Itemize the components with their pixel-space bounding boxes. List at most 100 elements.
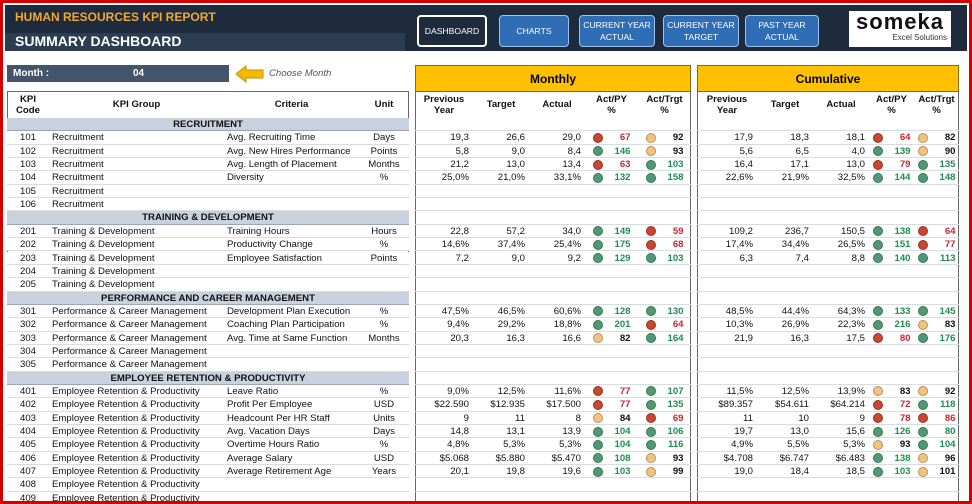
cell-code: 401	[7, 385, 49, 399]
status-dot	[917, 159, 928, 170]
status-dot	[917, 132, 928, 143]
status-cell: 82	[585, 332, 638, 345]
metric-value	[697, 345, 757, 359]
cell-unit: %	[359, 304, 409, 319]
metric-value: 29,2%	[473, 318, 529, 332]
month-value[interactable]: 04	[133, 68, 145, 79]
metric-value: 64,3%	[813, 305, 869, 319]
status-dot	[872, 172, 883, 183]
cell-code: 409	[7, 491, 49, 501]
status-value: 83	[899, 386, 911, 397]
status-cell: 107	[638, 385, 691, 399]
metric-value: 7,2	[415, 252, 473, 265]
status-value: 135	[939, 159, 956, 171]
status-value: 77	[619, 386, 631, 397]
cell-criteria: Development Plan Execution	[224, 304, 359, 319]
nav-button[interactable]: CURRENT YEAR ACTUAL	[579, 15, 655, 47]
status-cell: 146	[585, 145, 638, 159]
status-cell: 149	[585, 225, 638, 239]
cell-unit	[359, 491, 409, 501]
metric-value: $12.935	[473, 398, 529, 412]
cell-code: 404	[7, 425, 49, 439]
nav-button[interactable]: CURRENT YEAR TARGET	[663, 15, 739, 47]
metric-value: 4,8%	[415, 438, 473, 452]
metric-value: $5.880	[473, 452, 529, 466]
status-dot	[645, 132, 656, 143]
cell-code: 105	[7, 184, 49, 199]
status-cell: 164	[638, 332, 691, 345]
metric-value	[415, 478, 473, 492]
nav-button[interactable]: CHARTS	[499, 15, 569, 47]
metric-value: 18,4	[757, 465, 813, 479]
status-cell	[638, 345, 691, 359]
status-cell: 93	[638, 145, 691, 159]
column-header: Actual	[542, 99, 572, 110]
status-cell: 101	[914, 465, 959, 479]
status-value: 104	[614, 426, 631, 438]
cell-unit: USD	[359, 398, 409, 412]
status-dot	[645, 252, 656, 263]
cell-code: 106	[7, 198, 49, 212]
metric-value: 6,5	[757, 145, 813, 159]
status-value: 107	[667, 386, 684, 397]
metric-value	[697, 492, 757, 501]
metric-value	[813, 345, 869, 359]
metric-value: 20,3	[415, 332, 473, 345]
cell-criteria: Avg. Length of Placement	[224, 158, 359, 172]
status-cell	[869, 492, 914, 501]
status-dot	[645, 172, 656, 183]
status-value: 135	[667, 399, 684, 411]
status-value: 77	[944, 239, 956, 251]
status-dot	[917, 333, 928, 344]
cell-unit: %	[359, 318, 409, 332]
status-dot	[917, 306, 928, 317]
status-cell: 138	[869, 225, 914, 239]
status-dot	[592, 453, 603, 464]
status-cell: 99	[638, 465, 691, 479]
metric-value: 18,5	[813, 465, 869, 479]
status-dot	[592, 319, 603, 330]
status-cell: 116	[638, 438, 691, 452]
status-value: 126	[894, 426, 911, 438]
status-value: 130	[667, 305, 684, 317]
month-box	[7, 65, 229, 82]
nav-button[interactable]: PAST YEAR ACTUAL	[745, 15, 819, 47]
nav-button[interactable]: DASHBOARD	[417, 15, 487, 47]
metric-value: 4,0	[813, 145, 869, 159]
status-cell: 83	[869, 385, 914, 399]
metric-value: 8,4	[529, 145, 585, 159]
status-value: 104	[614, 439, 631, 451]
row-line	[415, 372, 691, 385]
status-value: 175	[614, 239, 631, 251]
status-dot	[645, 239, 656, 250]
status-cell: 69	[638, 412, 691, 426]
status-cell: 151	[869, 238, 914, 252]
metric-value: 22,8	[415, 225, 473, 239]
status-cell	[638, 492, 691, 501]
cell-code: 402	[7, 398, 49, 412]
status-cell: 139	[869, 145, 914, 159]
logo-tagline: Excel Solutions	[892, 33, 947, 42]
status-dot	[592, 386, 603, 397]
metric-value: 22,3%	[813, 318, 869, 332]
status-dot	[645, 159, 656, 170]
metric-value: 9	[813, 412, 869, 426]
status-value: 128	[614, 305, 631, 317]
metric-value: 5,5%	[757, 438, 813, 452]
status-dot	[645, 453, 656, 464]
cell-unit: %	[359, 385, 409, 399]
status-cell: 90	[914, 145, 959, 159]
status-cell: 104	[585, 438, 638, 452]
metric-value: 13,9	[529, 425, 585, 439]
cell-code: 201	[7, 224, 49, 239]
metric-value	[473, 185, 529, 199]
metric-value: 21,0%	[473, 171, 529, 185]
status-cell	[869, 345, 914, 359]
status-cell: 216	[869, 318, 914, 332]
metric-value: 33,1%	[529, 171, 585, 185]
status-cell	[638, 198, 691, 212]
status-cell: 158	[638, 171, 691, 185]
metric-value	[757, 478, 813, 492]
cell-group: Recruitment	[49, 171, 224, 185]
status-cell: 135	[914, 158, 959, 172]
